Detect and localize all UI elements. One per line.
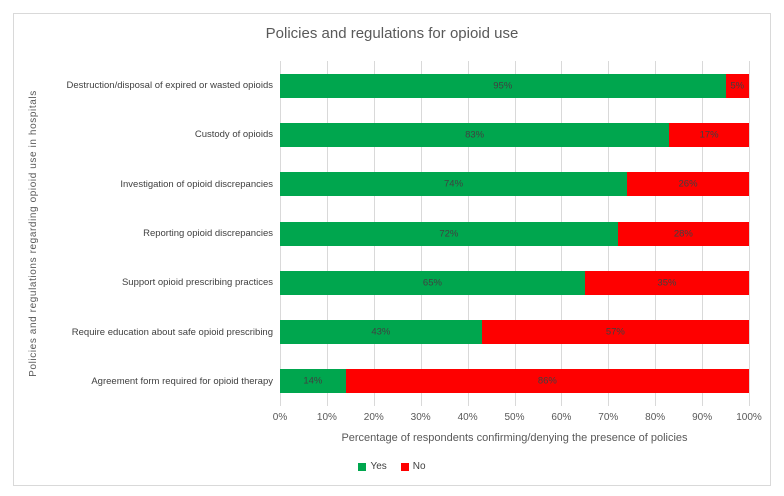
data-label-no: 5%	[730, 80, 745, 92]
bar-segment-yes	[280, 270, 585, 295]
x-tick-label: 80%	[645, 412, 666, 423]
bar-segment-yes	[280, 73, 726, 98]
chart-area: Policies and regulations for opioid use …	[13, 13, 771, 486]
bar-row: 83% 17%	[280, 122, 749, 147]
data-label-yes: 83%	[465, 129, 485, 141]
data-label-yes: 14%	[303, 375, 323, 387]
data-label-yes: 43%	[371, 326, 391, 338]
bar-segment-yes	[280, 369, 346, 394]
category-label: Custody of opioids	[194, 129, 273, 141]
x-tick-label: 90%	[692, 412, 713, 423]
plot-area: 95% 5% 83% 17% 74% 26% 72% 28% 65% 35% 43% 57% 14% 86…	[280, 61, 750, 406]
bar-segment-no	[627, 172, 749, 197]
bar-segment-yes	[280, 122, 670, 147]
legend-item-no: No	[400, 461, 426, 472]
bar-segment-no	[481, 320, 749, 345]
x-axis-title: Percentage of respondents confirming/den…	[341, 432, 688, 444]
bar-row: 74% 26%	[280, 172, 749, 197]
category-label: Support opioid prescribing practices	[121, 277, 273, 289]
x-tick-label: 50%	[504, 412, 525, 423]
x-tick-label: 70%	[598, 412, 619, 423]
x-tick-label: 10%	[316, 412, 337, 423]
legend-swatch-no	[400, 462, 409, 471]
data-label-no: 35%	[657, 277, 677, 289]
bar-segment-no	[617, 221, 749, 246]
bar-segment-yes	[280, 320, 482, 345]
bar-row: 43% 57%	[280, 320, 749, 345]
data-label-yes: 65%	[422, 277, 442, 289]
x-tick-label: 20%	[363, 412, 384, 423]
category-label: Agreement form required for opioid thera…	[91, 375, 273, 387]
legend-label: Yes	[370, 461, 387, 472]
bar-segment-yes	[280, 221, 618, 246]
bar-row: 95% 5%	[280, 73, 749, 98]
data-label-no: 26%	[678, 178, 698, 190]
legend-label: No	[412, 461, 426, 472]
bar-segment-yes	[280, 172, 628, 197]
category-label: Reporting opioid discrepancies	[143, 227, 273, 239]
legend: Yes No	[14, 461, 770, 472]
legend-swatch-yes	[358, 462, 367, 471]
legend-item-yes: Yes	[358, 461, 387, 472]
data-label-yes: 74%	[444, 178, 464, 190]
data-label-no: 57%	[605, 326, 625, 338]
category-label: Require education about safe opioid pres…	[71, 326, 273, 338]
data-label-no: 28%	[673, 228, 693, 239]
category-label: Investigation of opioid discrepancies	[120, 178, 273, 190]
x-tick-label: 60%	[551, 412, 572, 423]
bar-segment-no	[669, 122, 749, 147]
data-label-yes: 72%	[439, 228, 459, 239]
data-label-yes: 95%	[493, 80, 513, 92]
data-label-no: 17%	[699, 129, 719, 141]
x-tick-label: 100%	[736, 412, 762, 423]
data-label-no: 86%	[537, 375, 557, 387]
x-tick-label: 0%	[272, 412, 288, 423]
category-label: Destruction/disposal of expired or waste…	[66, 80, 273, 92]
bar-row: 14% 86%	[280, 369, 749, 394]
chart-title: Policies and regulations for opioid use	[265, 25, 519, 42]
x-tick-label: 30%	[410, 412, 431, 423]
bar-row: 65% 35%	[280, 270, 749, 295]
bar-segment-no	[345, 369, 749, 394]
bar-row: 72% 28%	[280, 221, 749, 246]
bar-segment-no	[725, 73, 749, 98]
x-tick-label: 40%	[457, 412, 478, 423]
bar-segment-no	[584, 270, 749, 295]
gridline	[749, 61, 750, 406]
